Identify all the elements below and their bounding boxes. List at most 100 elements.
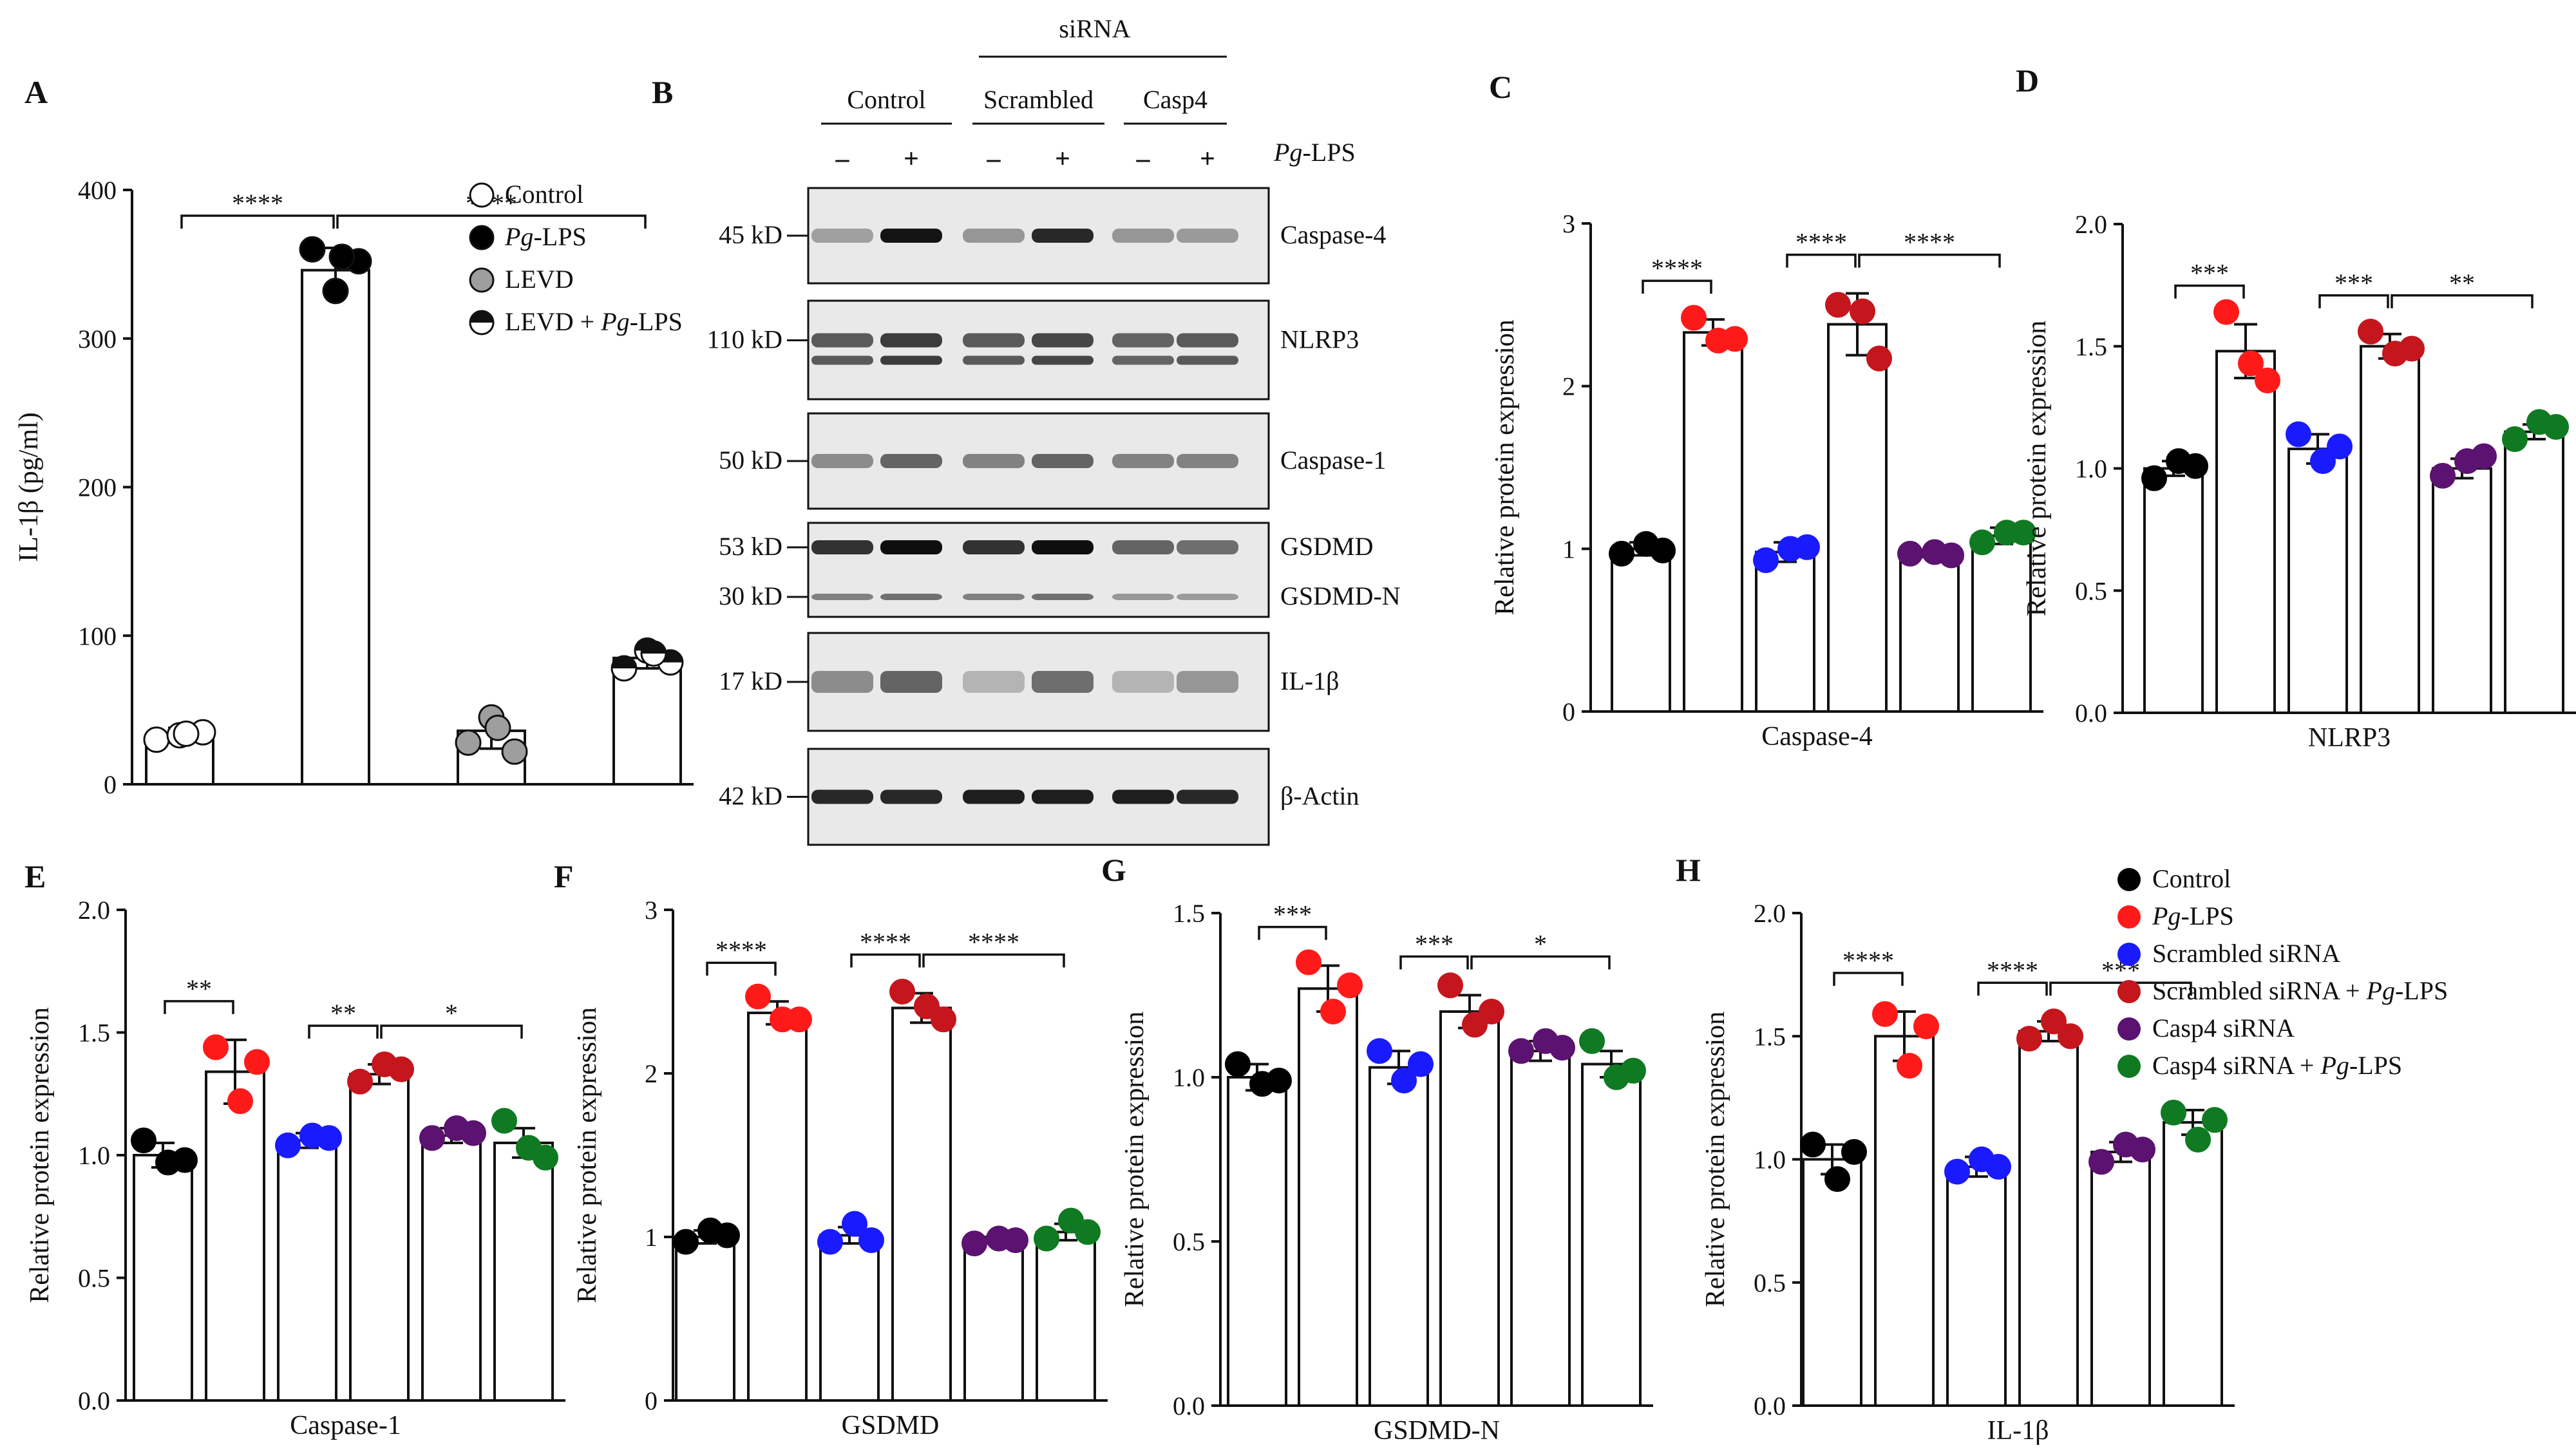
- blot-band: [963, 789, 1025, 804]
- data-point: [1367, 1038, 1392, 1064]
- blot-band: [1032, 333, 1094, 348]
- x-axis-label: Caspase-1: [290, 1411, 401, 1440]
- blot-band: [1177, 540, 1238, 554]
- data-point: [203, 1034, 229, 1061]
- y-axis-label: Relative protein expression: [573, 1007, 602, 1303]
- lane-group-label: Casp4: [1143, 85, 1208, 114]
- data-point: [817, 1229, 843, 1255]
- blot-band: [811, 454, 873, 468]
- data-point: [1897, 540, 1923, 567]
- label-italic: Pg: [504, 222, 533, 251]
- significance-label: ****: [1795, 228, 1847, 257]
- significance-label: ***: [1415, 930, 1454, 959]
- protein-label: β-Actin: [1280, 782, 1359, 811]
- data-point: [1800, 1131, 1826, 1158]
- bar: [1510, 1050, 1571, 1407]
- data-point: [714, 1222, 740, 1249]
- lane-sign: –: [1136, 144, 1151, 174]
- bar: [277, 1139, 337, 1402]
- blot-band: [880, 671, 942, 693]
- legend-marker: [2117, 943, 2141, 966]
- legend-label: Scrambled siRNA + Pg-LPS: [2152, 976, 2448, 1005]
- lps-label: Pg-LPS: [1273, 138, 1356, 167]
- blot-row: 45 kD Caspase-4: [719, 187, 1386, 285]
- data-point: [1508, 1038, 1534, 1064]
- blot-band: [1112, 671, 1174, 693]
- data-point: [2543, 413, 2569, 440]
- significance-label: ****: [1987, 956, 2038, 985]
- bar: [2163, 1121, 2223, 1407]
- data-point: [2399, 335, 2425, 362]
- significance-label: ****: [1842, 946, 1894, 975]
- bar: [133, 1154, 193, 1402]
- data-point: [1549, 1035, 1575, 1061]
- protein-label: GSDMD: [1280, 532, 1373, 561]
- blot-band: [880, 454, 942, 468]
- mw-label: 30 kD: [719, 581, 782, 610]
- blot-band: [963, 540, 1025, 554]
- data-point: [2213, 299, 2239, 325]
- legend-label: Pg-LPS: [504, 222, 587, 251]
- panel-label: C: [1489, 69, 1512, 105]
- sirna-label: siRNA: [1059, 14, 1130, 43]
- legend-label: Casp4 siRNA + Pg-LPS: [2152, 1051, 2402, 1080]
- data-point: [460, 1120, 486, 1146]
- blot-band: [1177, 333, 1238, 348]
- panel-label: A: [24, 74, 48, 110]
- label-text: LEVD +: [505, 307, 601, 336]
- label-italic: Pg: [600, 307, 629, 336]
- blot-row: 50 kD Caspase-1: [719, 412, 1386, 510]
- blot-band: [880, 540, 942, 554]
- data-point: [1266, 1068, 1292, 1094]
- significance-label: ***: [1273, 900, 1312, 929]
- blot-band: [811, 333, 873, 348]
- blot-band: [1112, 229, 1174, 243]
- bar: [2090, 1151, 2151, 1408]
- blot-band: [1112, 454, 1174, 468]
- chart-panel-c: C 0 1 2 3 Relative protein expression Caspase-…: [1489, 69, 2043, 751]
- blot-band: [1032, 594, 1094, 600]
- bar: [1368, 1066, 1429, 1407]
- label-italic: Pg: [2320, 1051, 2349, 1080]
- mw-label: 110 kD: [707, 325, 782, 354]
- significance-bracket: [308, 1024, 379, 1039]
- significance-label: **: [186, 974, 212, 1003]
- significance-label: *: [445, 999, 458, 1028]
- blot-band: [963, 229, 1025, 243]
- bar: [1827, 323, 1888, 713]
- significance-bracket: [1399, 955, 1469, 970]
- blot-band: [1032, 789, 1094, 804]
- significance-bracket: [2049, 981, 2192, 996]
- data-point: [299, 236, 326, 263]
- y-tick-label: 1: [1562, 534, 1575, 563]
- y-tick-label: 2: [1562, 372, 1575, 401]
- lane-group-label: Scrambled: [983, 85, 1094, 114]
- y-tick-label: 1.0: [78, 1141, 110, 1170]
- blot-band: [1032, 671, 1094, 693]
- data-point: [2088, 1149, 2114, 1175]
- blot-band: [963, 594, 1025, 600]
- label-italic: Pg: [1273, 138, 1302, 167]
- y-tick-label: 400: [78, 176, 117, 205]
- bar: [349, 1073, 410, 1402]
- blot-band: [880, 594, 942, 600]
- x-axis-label: Caspase-4: [1761, 722, 1873, 751]
- label-text: -LPS: [2349, 1051, 2402, 1080]
- significance-label: ****: [860, 928, 911, 957]
- significance-bracket: [1833, 972, 1904, 986]
- significance-label: **: [2449, 269, 2475, 297]
- significance-bracket: [180, 214, 335, 229]
- bar: [2018, 1030, 2079, 1407]
- y-tick-label: 1.5: [1173, 899, 1205, 928]
- data-point: [316, 1125, 342, 1151]
- blot-band: [1112, 594, 1174, 600]
- legend-label: Pg-LPS: [2152, 901, 2234, 930]
- label-text: Scrambled siRNA: [2152, 939, 2340, 968]
- data-point: [244, 1049, 270, 1075]
- legend-label: LEVD: [505, 265, 574, 294]
- panel-label: E: [24, 858, 46, 894]
- blot-band: [1112, 540, 1174, 554]
- data-point: [2502, 426, 2528, 452]
